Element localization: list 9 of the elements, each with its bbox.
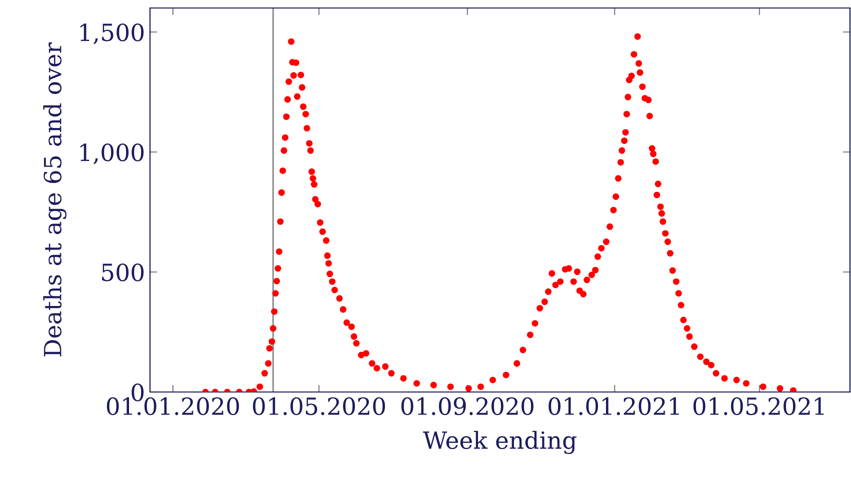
x-tick-label: 01.01.2021	[548, 397, 679, 416]
y-tick-label: 1,000	[80, 143, 144, 164]
y-axis-title: Deaths at age 65 and over	[43, 42, 66, 356]
x-tick-label: 01.05.2021	[693, 397, 824, 416]
y-tick-label: 500	[102, 263, 144, 282]
x-axis-title: Week ending	[422, 430, 576, 454]
x-tick-label: 01.05.2020	[252, 397, 385, 416]
y-tick-label: 1,500	[80, 23, 144, 44]
x-tick-label: 01.09.2020	[401, 397, 534, 416]
